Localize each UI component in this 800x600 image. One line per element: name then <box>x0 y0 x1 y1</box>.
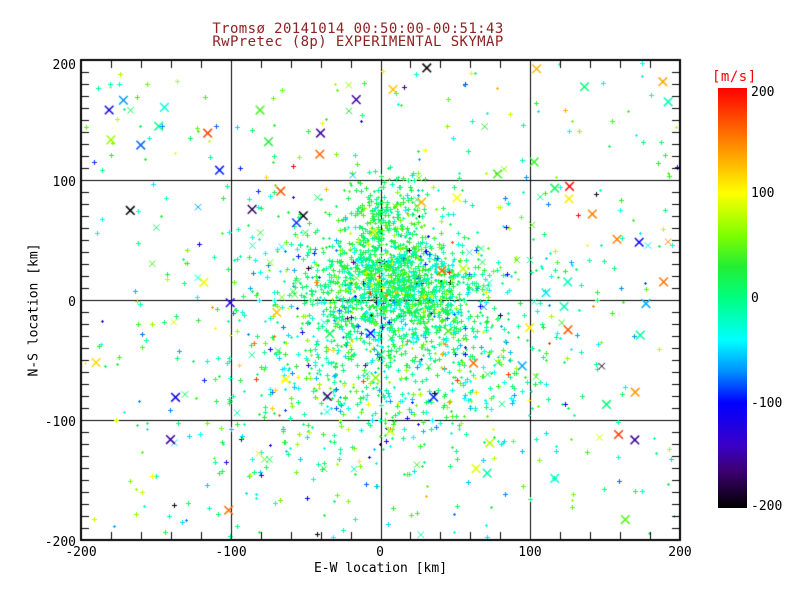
plot-subtitle: RwPretec (8p) EXPERIMENTAL SKYMAP <box>212 34 504 50</box>
colorbar-tick-label: 0 <box>751 291 759 306</box>
y-axis-label: N-S location [km] <box>26 243 42 377</box>
y-tick-label: 100 <box>52 175 76 190</box>
colorbar-tick-label: 200 <box>751 85 775 100</box>
colorbar-title: [m/s] <box>712 69 757 85</box>
x-axis-label: E-W location [km] <box>313 561 448 576</box>
x-tick-label: 200 <box>668 545 692 560</box>
colorbar-tick-label: 100 <box>751 186 775 201</box>
x-tick-label: 100 <box>518 545 542 560</box>
x-tick-label: -200 <box>65 545 97 560</box>
colorbar-tick-label: -200 <box>751 499 783 514</box>
y-tick-label: -100 <box>44 415 76 430</box>
y-tick-label: 200 <box>52 58 76 73</box>
y-tick-label: 0 <box>68 295 76 310</box>
y-tick-label: -200 <box>44 535 76 550</box>
plot-title: Tromsø 20141014 00:50:00-00:51:43 <box>212 21 504 37</box>
x-tick-label: 0 <box>376 545 384 560</box>
x-tick-label: -100 <box>215 545 247 560</box>
colorbar-gradient <box>718 88 747 508</box>
colorbar-tick-label: -100 <box>751 396 783 411</box>
